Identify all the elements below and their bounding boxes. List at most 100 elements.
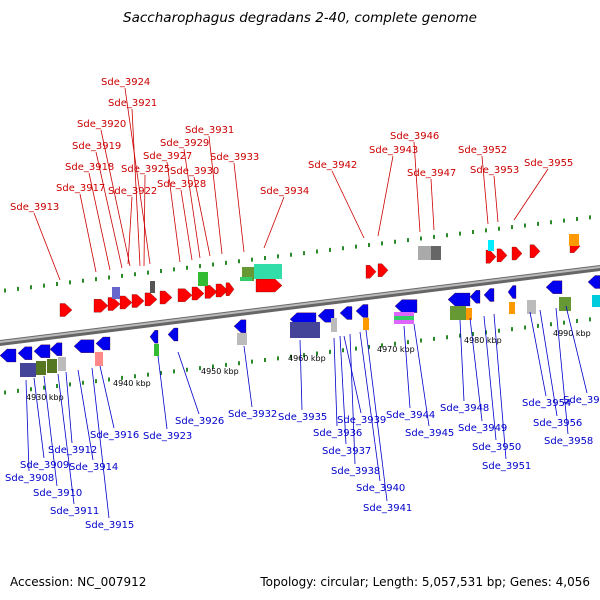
- map-title: Saccharophagus degradans 2-40, complete …: [123, 10, 477, 26]
- upper-strand-dot: [251, 257, 253, 262]
- lower-strand-dot: [563, 320, 565, 325]
- feature-box: [394, 316, 414, 320]
- feature-box: [95, 352, 103, 366]
- feature-box: [198, 272, 208, 286]
- lower-strand-dot: [303, 353, 305, 358]
- feature-box: [240, 277, 252, 281]
- reverse-gene-arrow: [545, 280, 563, 294]
- forward-gene-label: Sde_3946: [390, 131, 439, 142]
- upper-strand-dot: [563, 218, 565, 223]
- forward-gene-label: Sde_3931: [185, 125, 234, 136]
- upper-strand-dot: [472, 230, 474, 234]
- upper-strand-dot: [576, 217, 578, 221]
- upper-strand-dot: [329, 247, 331, 252]
- lower-strand-dot: [43, 385, 45, 390]
- reverse-label-leader: [65, 371, 73, 444]
- forward-label-leader: [263, 196, 285, 249]
- feature-box: [154, 344, 159, 356]
- forward-gene-label: Sde_3920: [77, 119, 126, 130]
- lower-strand-dot: [537, 323, 539, 328]
- strand-markers: [4, 215, 591, 395]
- lower-strand-dot: [17, 388, 19, 393]
- lower-strand-dot: [342, 348, 344, 353]
- forward-gene-arrow: [215, 283, 229, 298]
- forward-gene-arrow: [377, 263, 389, 277]
- forward-gene-arrow: [529, 244, 541, 258]
- reverse-gene-label: Sde_3945: [405, 428, 454, 439]
- lower-strand-dot: [511, 327, 513, 332]
- lower-strand-dot: [238, 361, 240, 366]
- reverse-gene-label: Sde_3938: [331, 466, 380, 477]
- kbp-tick-label: 4960 kbp: [288, 354, 326, 363]
- forward-gene-arrow: [511, 246, 523, 261]
- reverse-gene-arrow: [507, 285, 517, 299]
- reverse-gene-label: Sde_3914: [69, 462, 118, 473]
- upper-strand-dot: [550, 220, 552, 225]
- forward-gene-label: Sde_3925: [121, 164, 170, 175]
- forward-label-leader: [193, 176, 211, 257]
- forward-gene-label: Sde_3928: [157, 179, 206, 190]
- feature-box: [47, 359, 57, 373]
- upper-strand-dot: [30, 285, 32, 290]
- feature-box: [36, 361, 46, 375]
- reverse-gene-arrow: [469, 290, 481, 304]
- upper-strand-dot: [134, 272, 136, 277]
- reverse-gene-label: Sde_3908: [5, 473, 54, 484]
- reverse-label-leader: [77, 369, 94, 461]
- reverse-label-leader: [403, 325, 411, 409]
- upper-strand-dot: [511, 225, 513, 230]
- forward-label-leader: [143, 174, 146, 267]
- reverse-gene-label: Sde_3909: [20, 460, 69, 471]
- forward-gene-label: Sde_3930: [170, 166, 219, 177]
- forward-gene-label: Sde_3942: [308, 160, 357, 171]
- lower-strand-dot: [394, 341, 396, 346]
- reverse-gene-label: Sde_3937: [322, 446, 371, 457]
- upper-strand-dot: [56, 282, 58, 286]
- upper-strand-dot: [238, 259, 240, 264]
- kbp-tick-label: 4980 kbp: [464, 336, 502, 345]
- lower-strand-dot: [407, 340, 409, 345]
- lower-strand-dot: [355, 346, 357, 351]
- lower-strand-dot: [368, 345, 370, 349]
- upper-strand-dot: [485, 228, 487, 233]
- upper-strand-dot: [199, 264, 201, 269]
- forward-gene-arrow: [485, 250, 497, 264]
- upper-strand-dot: [407, 238, 409, 243]
- forward-gene-arrow: [59, 303, 73, 317]
- forward-gene-arrow: [177, 288, 193, 302]
- reverse-label-leader: [565, 305, 588, 394]
- lower-strand-dot: [134, 374, 136, 379]
- upper-strand-dot: [524, 223, 526, 228]
- reverse-label-leader: [43, 375, 58, 487]
- upper-strand-dot: [381, 241, 383, 246]
- lower-strand-dot: [277, 356, 279, 361]
- lower-strand-dot: [108, 377, 110, 382]
- lower-strand-dot: [212, 364, 214, 369]
- forward-gene-label: Sde_3919: [72, 141, 121, 152]
- feature-box: [418, 246, 431, 260]
- upper-strand-dot: [147, 270, 149, 275]
- forward-label-leader: [208, 135, 223, 255]
- reverse-gene-label: Sde_3912: [48, 445, 97, 456]
- reverse-label-leader: [413, 323, 430, 427]
- upper-strand-dot: [212, 262, 214, 267]
- reverse-gene-label: Sde_3916: [90, 430, 139, 441]
- reverse-gene-label: Sde_3936: [313, 428, 362, 439]
- upper-strand-dot: [342, 246, 344, 251]
- reverse-gene-label: Sde_3911: [50, 506, 99, 517]
- feature-box: [592, 295, 600, 307]
- lower-strand-dot: [186, 367, 188, 372]
- upper-strand-dot: [355, 244, 357, 249]
- feature-box: [559, 297, 571, 311]
- upper-strand-dot: [303, 251, 305, 256]
- lower-strand-dot: [524, 325, 526, 330]
- upper-strand-dot: [394, 239, 396, 244]
- feature-box: [527, 300, 536, 314]
- forward-gene-label: Sde_3924: [101, 77, 150, 88]
- upper-strand-dot: [69, 280, 71, 285]
- forward-gene-arrow: [365, 265, 377, 279]
- reverse-gene-arrow: [447, 292, 471, 307]
- upper-strand-dot: [433, 234, 435, 239]
- forward-gene-label: Sde_3947: [407, 168, 456, 179]
- reverse-gene-label: Sde_3935: [278, 412, 327, 423]
